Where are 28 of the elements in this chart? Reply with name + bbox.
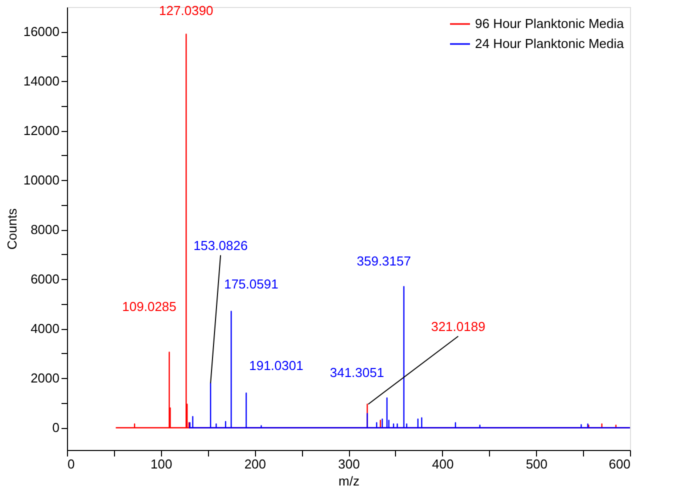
y-axis-title: Counts: [4, 208, 20, 250]
legend-label: 24 Hour Planktonic Media: [475, 36, 625, 51]
legend-label: 96 Hour Planktonic Media: [475, 16, 625, 31]
annotation: 359.3157: [356, 254, 411, 269]
annotation: 109.0285: [122, 299, 176, 314]
y-tick-label: 2000: [30, 370, 60, 386]
x-tick-label: 200: [244, 456, 266, 472]
y-tick-label: 0: [52, 420, 60, 436]
annotation: 127.0390: [159, 3, 214, 18]
y-tick-label: 6000: [30, 272, 60, 287]
x-tick-label: 500: [526, 456, 548, 472]
x-tick-label: 0: [68, 456, 75, 472]
x-tick-label: 100: [150, 456, 172, 472]
annotation: 153.0826: [193, 238, 248, 254]
annotation: 191.0301: [249, 358, 304, 374]
annotation: 321.0189: [431, 319, 486, 334]
annotation: 175.0591: [224, 276, 278, 292]
x-tick-label: 600: [608, 456, 630, 472]
y-tick-label: 8000: [30, 222, 60, 238]
y-tick-label: 16000: [23, 24, 60, 40]
y-tick-label: 14000: [23, 74, 60, 89]
y-tick-label: 10000: [23, 172, 60, 188]
y-tick-label: 4000: [30, 321, 60, 336]
x-axis-title: m/z: [338, 474, 360, 488]
x-tick-label: 400: [432, 456, 454, 472]
x-tick-label: 300: [338, 456, 360, 472]
y-tick-label: 12000: [23, 123, 60, 138]
annotation: 341.3051: [330, 365, 384, 380]
